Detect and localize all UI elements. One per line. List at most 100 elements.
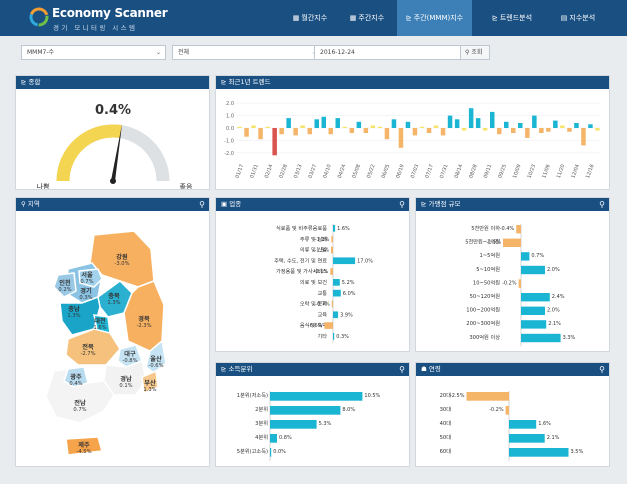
data-bar[interactable] xyxy=(270,448,272,457)
map-region-busan[interactable] xyxy=(141,369,159,395)
trend-bar[interactable] xyxy=(293,128,298,136)
trend-bar[interactable] xyxy=(560,125,565,129)
trend-bar[interactable] xyxy=(461,128,467,131)
search-icon[interactable]: ⚲ xyxy=(399,200,405,209)
data-bar[interactable] xyxy=(509,448,569,457)
trend-bar[interactable] xyxy=(237,126,242,128)
trend-bar[interactable] xyxy=(546,128,551,132)
data-bar[interactable] xyxy=(516,225,521,234)
map-region-incheon[interactable] xyxy=(53,272,77,298)
trend-bar[interactable] xyxy=(595,128,600,131)
search-icon[interactable]: ⚲ xyxy=(399,365,405,374)
data-bar[interactable] xyxy=(466,392,510,401)
data-bar[interactable] xyxy=(333,289,341,297)
trend-bar[interactable] xyxy=(384,128,390,140)
data-bar[interactable] xyxy=(521,293,550,302)
data-bar[interactable] xyxy=(333,257,356,265)
map-region-jeju[interactable] xyxy=(65,436,103,456)
trend-bar[interactable] xyxy=(300,125,305,129)
data-bar[interactable] xyxy=(521,320,547,329)
data-bar[interactable] xyxy=(333,279,340,286)
map-region-jeonnam[interactable] xyxy=(45,368,115,424)
data-bar[interactable] xyxy=(509,434,545,443)
trend-bar[interactable] xyxy=(335,118,341,128)
trend-bar[interactable] xyxy=(377,126,383,128)
trend-bar[interactable] xyxy=(265,126,270,128)
trend-bar[interactable] xyxy=(258,128,263,140)
trend-bar[interactable] xyxy=(251,125,256,129)
trend-bar[interactable] xyxy=(279,128,284,135)
map-region-jeonbuk[interactable] xyxy=(65,328,121,366)
trend-bar[interactable] xyxy=(490,111,495,128)
trend-bar[interactable] xyxy=(321,116,327,128)
data-bar[interactable] xyxy=(331,300,333,308)
data-bar[interactable] xyxy=(331,235,333,243)
trend-bar[interactable] xyxy=(370,125,376,129)
trend-bar[interactable] xyxy=(272,128,277,156)
nav-weekly-mmm-index[interactable]: ⊵ 주간(MMM)지수 xyxy=(397,0,472,36)
trend-bar[interactable] xyxy=(426,128,432,133)
trend-bar[interactable] xyxy=(574,123,579,128)
search-button[interactable]: ⚲ 조회 xyxy=(460,45,490,60)
nav-weekly-index[interactable]: ▦ 주간지수 xyxy=(340,0,394,36)
trend-bar[interactable] xyxy=(440,128,446,136)
trend-bar[interactable] xyxy=(581,128,586,146)
trend-bar[interactable] xyxy=(244,128,249,137)
data-bar[interactable] xyxy=(521,333,561,343)
trend-bar[interactable] xyxy=(511,128,516,133)
trend-bar[interactable] xyxy=(314,119,320,128)
data-bar[interactable] xyxy=(505,406,509,415)
date-input[interactable]: 2016-12-24▦ xyxy=(314,45,471,60)
data-bar[interactable] xyxy=(270,434,277,443)
trend-bar[interactable] xyxy=(419,126,425,128)
data-bar[interactable] xyxy=(521,252,530,261)
trend-bar[interactable] xyxy=(567,128,572,132)
trend-bar[interactable] xyxy=(286,118,291,128)
trend-bar[interactable] xyxy=(328,128,334,135)
trend-bar[interactable] xyxy=(363,128,369,133)
nav-trend-analysis[interactable]: ⊵ 트렌드분석 xyxy=(478,0,546,36)
search-icon[interactable]: ⚲ xyxy=(599,365,605,374)
trend-bar[interactable] xyxy=(307,128,313,135)
data-bar[interactable] xyxy=(333,225,336,232)
trend-bar[interactable] xyxy=(532,115,537,128)
trend-bar[interactable] xyxy=(412,128,418,136)
index-select[interactable]: MMM7-수 ⌄ xyxy=(21,45,166,60)
trend-bar[interactable] xyxy=(405,121,411,128)
trend-bar[interactable] xyxy=(518,123,523,128)
trend-bar[interactable] xyxy=(433,125,439,129)
data-bar[interactable] xyxy=(521,306,545,315)
trend-bar[interactable] xyxy=(497,128,502,135)
data-bar[interactable] xyxy=(333,311,339,319)
logo[interactable]: Economy Scanner 경기 모니터링 시스템 xyxy=(28,4,168,32)
trend-bar[interactable] xyxy=(398,128,404,148)
data-bar[interactable] xyxy=(503,238,521,247)
trend-bar[interactable] xyxy=(539,128,544,133)
data-bar[interactable] xyxy=(331,246,333,254)
trend-bar[interactable] xyxy=(349,128,355,133)
search-icon[interactable]: ⚲ xyxy=(599,200,605,209)
trend-bar[interactable] xyxy=(356,121,362,128)
trend-bar[interactable] xyxy=(468,108,474,128)
map-region-ulsan[interactable] xyxy=(145,339,167,374)
trend-bar[interactable] xyxy=(525,128,530,138)
trend-bar[interactable] xyxy=(504,121,509,128)
trend-bar[interactable] xyxy=(588,124,593,128)
trend-bar[interactable] xyxy=(482,128,488,131)
trend-bar[interactable] xyxy=(391,119,397,128)
data-bar[interactable] xyxy=(330,268,333,275)
data-bar[interactable] xyxy=(333,333,335,340)
region-select[interactable]: 전체⌄ xyxy=(172,45,322,60)
data-bar[interactable] xyxy=(270,406,341,415)
trend-bar[interactable] xyxy=(553,120,558,128)
data-bar[interactable] xyxy=(509,420,537,429)
search-icon[interactable]: ⚲ xyxy=(199,200,205,209)
map-region-seoul[interactable] xyxy=(78,268,103,288)
nav-index-analysis[interactable]: ▤ 지수분석 xyxy=(550,0,606,36)
data-bar[interactable] xyxy=(521,265,545,275)
trend-bar[interactable] xyxy=(475,118,481,128)
data-bar[interactable] xyxy=(270,420,317,429)
trend-bar[interactable] xyxy=(454,119,460,128)
data-bar[interactable] xyxy=(324,322,333,329)
trend-bar[interactable] xyxy=(342,126,348,128)
